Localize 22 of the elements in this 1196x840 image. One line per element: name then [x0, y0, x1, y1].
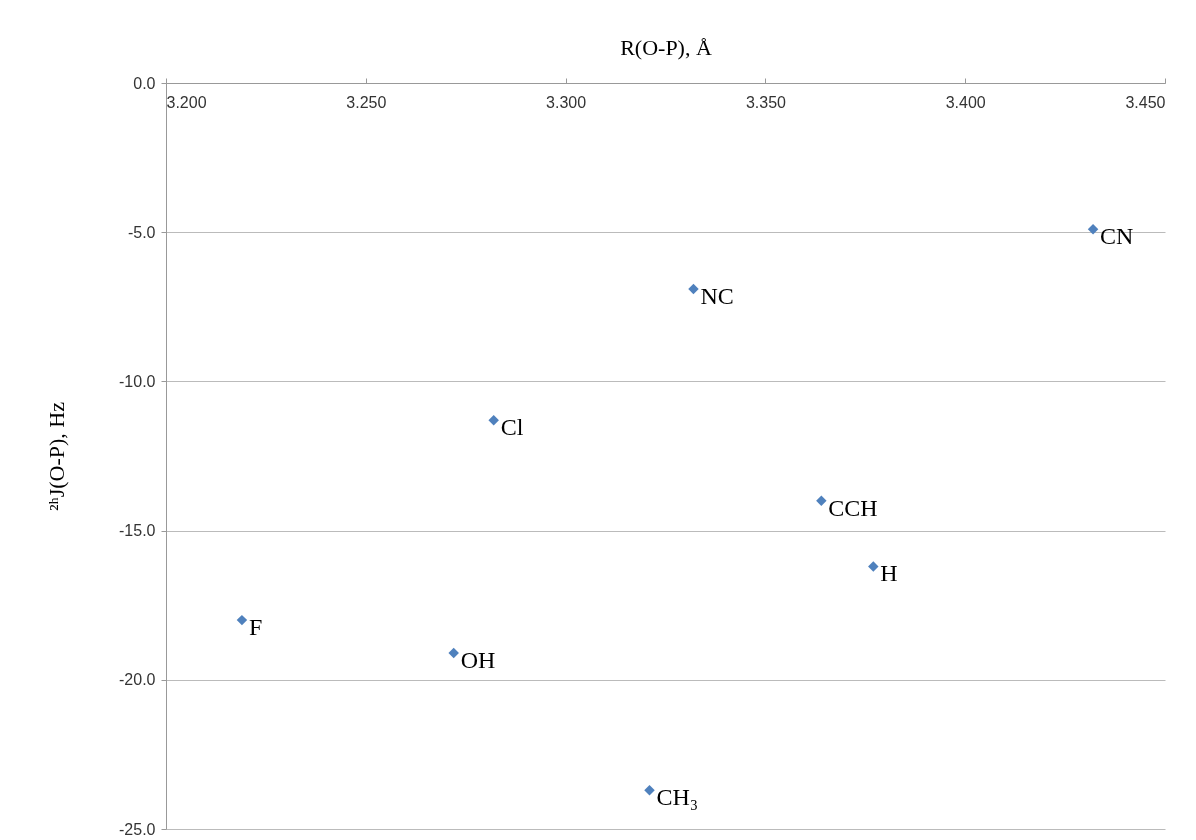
x-axis-title: R(O-P), Å: [620, 35, 712, 60]
x-tick-label: 3.450: [1125, 93, 1166, 111]
annotation: Cl: [500, 414, 524, 441]
x-tick-label: 3.250: [346, 93, 387, 111]
y-tick-label: -5.0: [127, 223, 156, 241]
y-tick-label: -10.0: [119, 372, 156, 390]
y-tick-label: 0.0: [133, 74, 156, 92]
x-tick-label: 3.400: [945, 93, 986, 111]
annotation: CH₃: [656, 784, 699, 811]
y-tick-label: -25.0: [119, 820, 156, 838]
annotation: NC: [700, 282, 734, 309]
annotation: OH: [460, 646, 496, 673]
annotation: H: [880, 560, 898, 587]
annotation: CN: [1100, 223, 1134, 250]
y-tick-label: -20.0: [119, 671, 156, 689]
annotation: F: [248, 614, 263, 641]
x-tick-label: 3.200: [166, 93, 207, 111]
x-tick-label: 3.300: [546, 93, 587, 111]
y-axis-title: ²ʰJ(O-P), Hz: [44, 401, 70, 511]
x-tick-label: 3.350: [745, 93, 787, 111]
annotation: CCH: [828, 494, 878, 521]
y-tick-label: -15.0: [119, 522, 156, 540]
